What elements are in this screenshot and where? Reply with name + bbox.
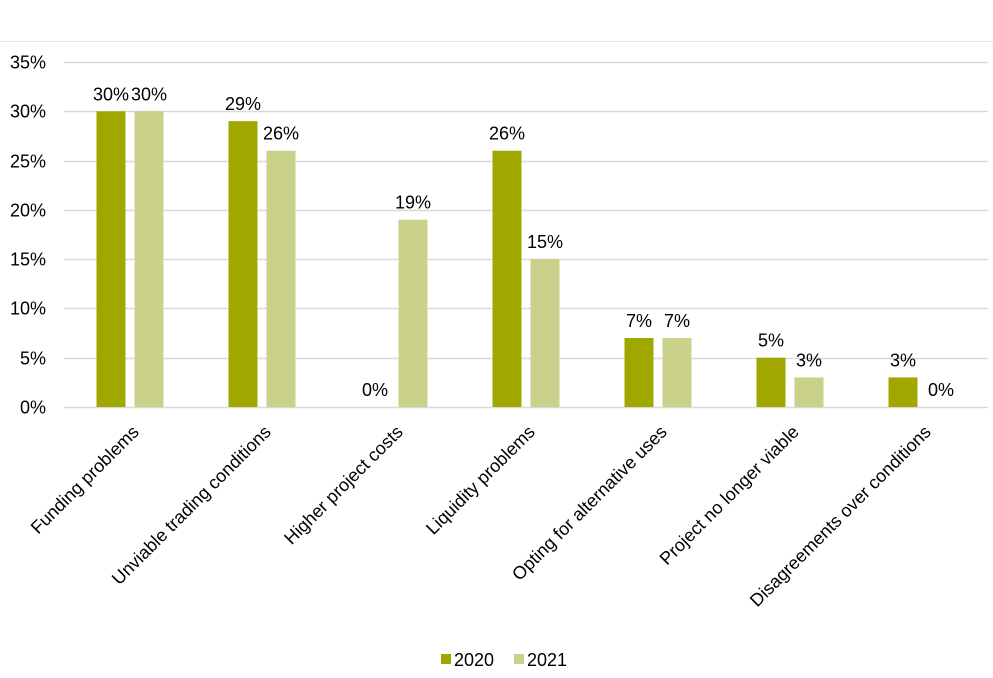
data-label: 19%: [395, 193, 431, 213]
y-tick-label: 20%: [10, 201, 46, 221]
y-axis: 0% 5% 10% 15% 20% 25% 30% 35%: [10, 53, 988, 418]
data-label: 7%: [664, 311, 690, 331]
bar-2021: [794, 377, 824, 407]
bar-2021: [662, 338, 692, 407]
data-label: 3%: [796, 350, 822, 370]
bar-2020: [228, 121, 258, 408]
y-tick-label: 15%: [10, 250, 46, 270]
data-label: 7%: [626, 311, 652, 331]
data-label: 26%: [489, 124, 525, 144]
bar-2021: [266, 150, 296, 407]
y-tick-label: 35%: [10, 53, 46, 73]
data-label: 26%: [263, 124, 299, 144]
x-category-label: Project no longer viable: [656, 422, 803, 569]
data-label: 15%: [527, 232, 563, 252]
y-tick-label: 5%: [20, 349, 46, 369]
data-label: 30%: [93, 84, 129, 104]
bar-2020: [756, 357, 786, 407]
data-label: 0%: [362, 380, 388, 400]
legend-swatch-2021: [514, 654, 524, 664]
legend-label: 2021: [527, 650, 567, 670]
data-label: 5%: [758, 331, 784, 351]
bar-2020: [888, 377, 918, 407]
bar-2020: [492, 150, 522, 407]
x-category-label: Unviable trading conditions: [108, 422, 275, 589]
data-label: 3%: [890, 350, 916, 370]
data-label: 29%: [225, 94, 261, 114]
data-labels: 30% 30% 29%26%0%19%26%15%7% 7%5%3% 3%0%: [93, 84, 954, 400]
data-label: 30%: [131, 84, 167, 104]
y-tick-label: 30%: [10, 102, 46, 122]
legend: 2020 2021: [441, 650, 567, 670]
x-category-label: Liquidity problems: [422, 422, 539, 539]
y-tick-label: 10%: [10, 299, 46, 319]
legend-swatch-2020: [441, 654, 451, 664]
gridlines: [64, 61, 988, 360]
x-category-label: Opting for alternative uses: [508, 422, 671, 585]
bar-2020: [96, 111, 126, 408]
y-tick-label: 25%: [10, 152, 46, 172]
bar-2021: [398, 219, 428, 407]
bar-2021: [530, 259, 560, 407]
x-category-label: Funding problems: [27, 422, 143, 538]
y-tick-label: 0%: [20, 398, 46, 418]
bar-2021: [134, 111, 164, 408]
legend-label: 2020: [454, 650, 494, 670]
x-category-label: Higher project costs: [280, 422, 407, 549]
bars: [96, 111, 918, 408]
bar-2020: [624, 338, 654, 407]
data-label: 0%: [928, 380, 954, 400]
